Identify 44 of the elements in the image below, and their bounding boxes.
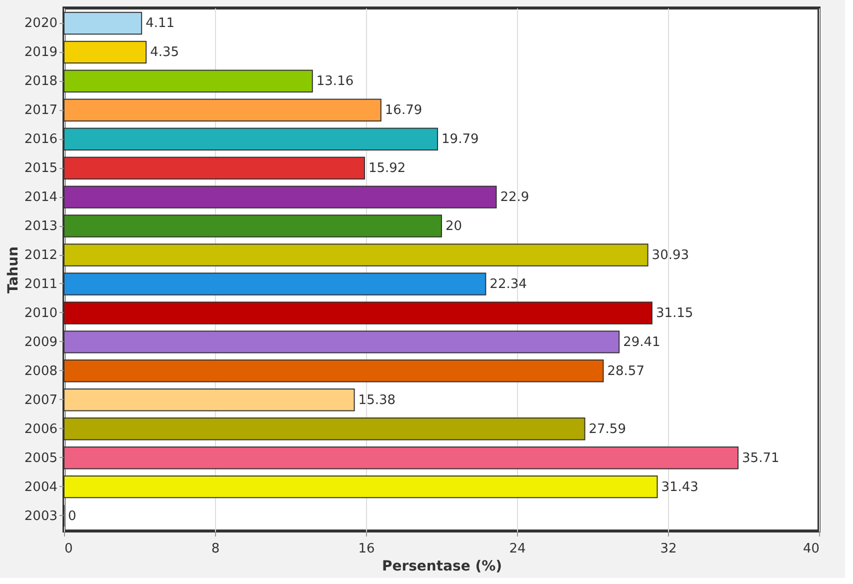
- data-label: 27.59: [588, 422, 626, 437]
- data-label: 35.71: [742, 450, 780, 466]
- x-tick-label: 24: [509, 542, 526, 556]
- data-label: 31.43: [661, 480, 698, 495]
- y-tick-label: 2009: [24, 334, 58, 350]
- y-tick-label: 2013: [24, 219, 58, 234]
- x-tick-label: 40: [802, 542, 820, 556]
- y-tick-label: 2008: [24, 364, 58, 379]
- data-label: 22.34: [490, 276, 527, 292]
- x-tick-label: 0: [64, 542, 73, 556]
- data-label: 31.15: [656, 306, 694, 321]
- y-tick-label: 2012: [24, 248, 58, 264]
- x-tick-label: 8: [211, 542, 220, 556]
- y-axis-title: Tahun: [5, 246, 22, 294]
- y-tick-label: 2003: [24, 508, 58, 524]
- y-tick-label: 2016: [24, 132, 58, 148]
- data-label: 22.9: [500, 190, 530, 206]
- data-label: 20: [446, 219, 462, 234]
- data-label: 16.79: [384, 103, 422, 118]
- y-tick-label: 2019: [24, 45, 58, 60]
- data-label: 19.79: [442, 132, 479, 148]
- y-tick-label: 2007: [24, 392, 58, 408]
- y-tick-label: 2020: [24, 16, 58, 32]
- y-tick-label: 2017: [24, 103, 58, 118]
- data-label: 15.92: [368, 161, 406, 176]
- x-tick-label: 16: [358, 542, 375, 556]
- data-label: 0: [68, 508, 76, 524]
- data-label: 4.35: [150, 45, 180, 60]
- y-tick-label: 2015: [24, 161, 58, 176]
- y-tick-label: 2018: [24, 74, 58, 90]
- y-tick-label: 2006: [24, 422, 58, 437]
- data-label: 4.11: [146, 16, 175, 32]
- y-tick-label: 2005: [24, 450, 58, 466]
- data-label: 28.57: [607, 364, 644, 379]
- y-tick-label: 2010: [24, 306, 58, 321]
- y-tick-label: 2011: [24, 276, 58, 292]
- data-label: 15.38: [358, 392, 396, 408]
- x-tick-label: 32: [660, 542, 677, 556]
- x-axis-title: Persentase (%): [382, 558, 502, 574]
- y-tick-label: 2004: [24, 480, 58, 495]
- data-label: 29.41: [623, 334, 660, 350]
- data-label: 30.93: [652, 248, 690, 264]
- y-tick-label: 2014: [24, 190, 58, 206]
- data-label: 13.16: [316, 74, 354, 90]
